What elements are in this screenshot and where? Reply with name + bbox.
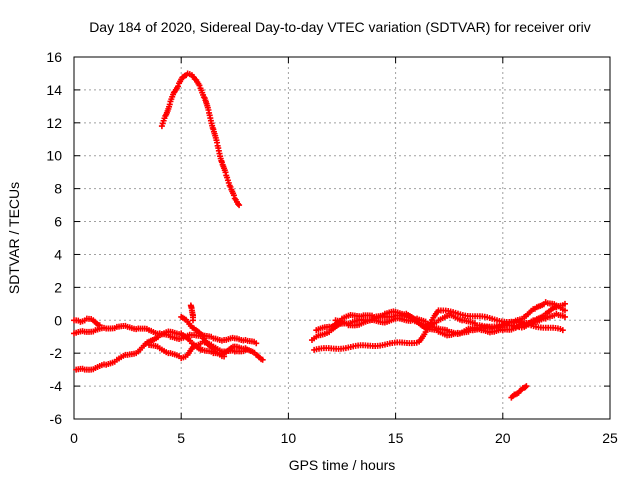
y-tick-label: 8 xyxy=(54,181,62,197)
data-point xyxy=(561,300,568,307)
y-tick-label: 16 xyxy=(46,49,62,65)
data-point xyxy=(235,200,242,207)
data-point xyxy=(522,384,529,391)
x-tick-label: 0 xyxy=(70,430,78,446)
data-point xyxy=(200,94,207,101)
series-spike-near-5-5h xyxy=(187,302,196,324)
data-point xyxy=(174,83,181,90)
chart-title: Day 184 of 2020, Sidereal Day-to-day VTE… xyxy=(89,19,591,35)
grid-lines xyxy=(74,57,610,419)
data-point xyxy=(561,313,568,320)
y-axis-ticks: -6 -4 -2 0 2 4 6 8 10 12 14 16 xyxy=(46,49,610,427)
y-tick-label: -6 xyxy=(50,411,63,427)
series-low-segment xyxy=(508,383,530,401)
series-crossing-band xyxy=(178,313,228,360)
y-tick-label: 0 xyxy=(54,312,62,328)
series-peak-arc xyxy=(158,70,243,209)
y-axis-label: SDTVAR / TECUs xyxy=(6,182,22,294)
x-axis-ticks: 0 5 10 15 20 25 xyxy=(70,57,618,446)
x-axis-label: GPS time / hours xyxy=(289,457,396,473)
series-morning-lower-band xyxy=(146,338,249,362)
data-point xyxy=(230,192,237,199)
data-point xyxy=(561,307,568,314)
y-tick-label: 10 xyxy=(46,148,62,164)
x-tick-label: 15 xyxy=(388,430,404,446)
y-tick-label: 14 xyxy=(46,82,62,98)
y-tick-label: -2 xyxy=(50,345,63,361)
data-point xyxy=(221,353,228,360)
data-point xyxy=(196,82,203,89)
series-scattered-points xyxy=(311,307,566,353)
y-tick-label: 6 xyxy=(54,214,62,230)
x-tick-label: 25 xyxy=(602,430,618,446)
y-tick-label: 12 xyxy=(46,115,62,131)
data-points xyxy=(71,70,568,401)
y-tick-label: -4 xyxy=(50,378,63,394)
series-morning-band-b xyxy=(71,315,103,329)
data-point xyxy=(259,356,266,363)
plot-frame xyxy=(73,56,611,420)
data-point xyxy=(236,202,243,209)
x-tick-label: 10 xyxy=(281,430,297,446)
data-point xyxy=(242,346,249,353)
x-tick-label: 20 xyxy=(495,430,511,446)
y-tick-label: 4 xyxy=(54,246,62,262)
data-point xyxy=(559,327,566,334)
data-point xyxy=(523,383,530,390)
data-point xyxy=(189,317,196,324)
x-tick-label: 5 xyxy=(177,430,185,446)
data-point xyxy=(253,340,260,347)
y-tick-label: 2 xyxy=(54,279,62,295)
data-point xyxy=(96,322,103,329)
